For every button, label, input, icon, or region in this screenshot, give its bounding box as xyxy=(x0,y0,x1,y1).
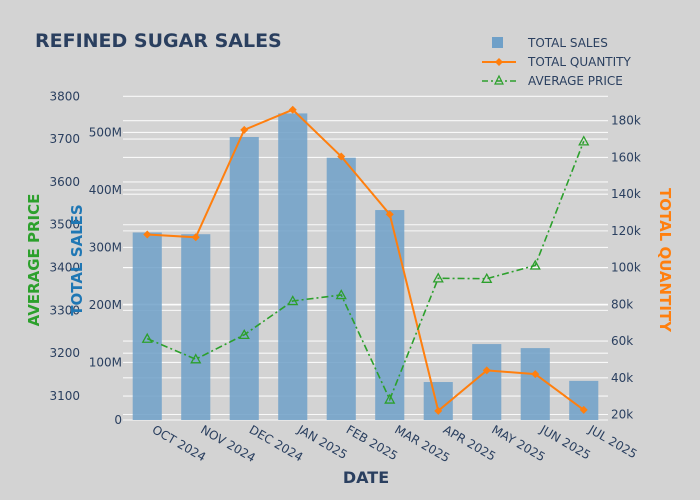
sales-axis-title: TOTAL SALES xyxy=(68,204,86,315)
legend-swatch-bar xyxy=(480,35,520,51)
price-tick-label: 3500 xyxy=(49,218,80,232)
x-tick-label: DEC 2024 xyxy=(247,422,306,464)
series-lines xyxy=(141,105,590,415)
quantity-tick-label: 80k xyxy=(611,297,633,311)
bar-oct-2024[interactable] xyxy=(132,232,162,420)
price-point[interactable] xyxy=(190,353,202,364)
quantity-point[interactable] xyxy=(385,210,394,219)
sales-tick-label: 200M xyxy=(89,298,122,312)
quantity-tick-label: 40k xyxy=(611,371,633,385)
legend-swatch-dashdot xyxy=(480,73,520,89)
legend-label: AVERAGE PRICE xyxy=(528,73,623,88)
price-point[interactable] xyxy=(529,259,541,270)
bar-nov-2024[interactable] xyxy=(181,234,211,420)
price-point[interactable] xyxy=(432,272,444,283)
quantity-point[interactable] xyxy=(579,405,588,414)
legend-item-total-quantity[interactable]: TOTAL QUANTITY xyxy=(480,52,631,71)
bar-jul-2025[interactable] xyxy=(569,380,599,420)
quantity-axis-title: TOTAL QUANTITY xyxy=(656,188,674,333)
quantity-point[interactable] xyxy=(191,233,200,242)
sales-tick-label: 0 xyxy=(114,413,122,427)
price-axis-title: AVERAGE PRICE xyxy=(25,194,43,327)
price-tick-label: 3200 xyxy=(49,346,80,360)
bar-jun-2025[interactable] xyxy=(520,348,550,420)
quantity-tick-label: 120k xyxy=(611,224,641,238)
price-point[interactable] xyxy=(384,393,396,404)
quantity-point[interactable] xyxy=(240,125,249,134)
bars xyxy=(132,113,599,421)
legend-swatch-line xyxy=(480,54,520,70)
x-tick-label: JUL 2025 xyxy=(585,422,639,461)
bar-jan-2025[interactable] xyxy=(278,113,308,421)
x-tick-label: OCT 2024 xyxy=(150,422,209,464)
sales-tick-label: 500M xyxy=(89,125,122,139)
bar-dec-2024[interactable] xyxy=(229,136,259,420)
bar-may-2025[interactable] xyxy=(472,344,502,420)
sales-tick-label: 300M xyxy=(89,240,122,254)
quantity-point[interactable] xyxy=(143,230,152,239)
sales-tick-label: 400M xyxy=(89,183,122,197)
price-tick-labels: 3100 3200 3300 3400 3500 3600 3700 3800 xyxy=(49,89,80,403)
x-tick-label: FEB 2025 xyxy=(344,422,400,463)
price-tick-label: 3300 xyxy=(49,303,80,317)
x-tick-label: MAY 2025 xyxy=(489,422,547,464)
quantity-point[interactable] xyxy=(337,152,346,161)
price-point[interactable] xyxy=(287,295,299,306)
x-tick-label: JUN 2025 xyxy=(537,422,593,462)
quantity-line[interactable] xyxy=(147,108,585,413)
bar-mar-2025[interactable] xyxy=(375,210,405,420)
quantity-tick-label: 60k xyxy=(611,334,633,348)
legend-item-total-sales[interactable]: TOTAL SALES xyxy=(480,33,631,52)
bar-feb-2025[interactable] xyxy=(326,157,356,421)
quantity-tick-label: 20k xyxy=(611,407,633,421)
quantity-point[interactable] xyxy=(482,366,491,375)
price-tick-label: 3800 xyxy=(49,89,80,103)
price-line[interactable] xyxy=(146,140,585,402)
chart-title: REFINED SUGAR SALES xyxy=(35,30,282,52)
sales-tick-labels: 0 100M 200M 300M 400M 500M xyxy=(89,125,122,427)
price-tick-label: 3400 xyxy=(49,261,80,275)
sales-tick-label: 100M xyxy=(89,355,122,369)
price-tick-label: 3700 xyxy=(49,132,80,146)
quantity-point[interactable] xyxy=(434,406,443,415)
price-point[interactable] xyxy=(578,135,590,146)
legend-item-average-price[interactable]: AVERAGE PRICE xyxy=(480,71,631,90)
price-tick-label: 3600 xyxy=(49,175,80,189)
price-point[interactable] xyxy=(141,332,153,343)
quantity-tick-label: 180k xyxy=(611,114,641,128)
price-point[interactable] xyxy=(238,328,250,340)
legend: TOTAL SALES TOTAL QUANTITY AVERAGE PRICE xyxy=(480,33,631,90)
legend-label: TOTAL SALES xyxy=(528,35,608,50)
price-point[interactable] xyxy=(335,289,347,300)
quantity-tick-labels: 20k 40k 60k 80k 100k 120k 140k 160k 180k xyxy=(611,114,641,422)
quantity-point[interactable] xyxy=(531,370,540,379)
legend-label: TOTAL QUANTITY xyxy=(528,54,631,69)
price-point[interactable] xyxy=(481,272,493,283)
quantity-tick-label: 100k xyxy=(611,261,641,275)
price-tick-label: 3100 xyxy=(49,389,80,403)
x-axis-title: DATE xyxy=(343,468,389,487)
quantity-tick-label: 160k xyxy=(611,150,641,164)
quantity-point[interactable] xyxy=(288,105,297,114)
quantity-tick-label: 140k xyxy=(611,187,641,201)
